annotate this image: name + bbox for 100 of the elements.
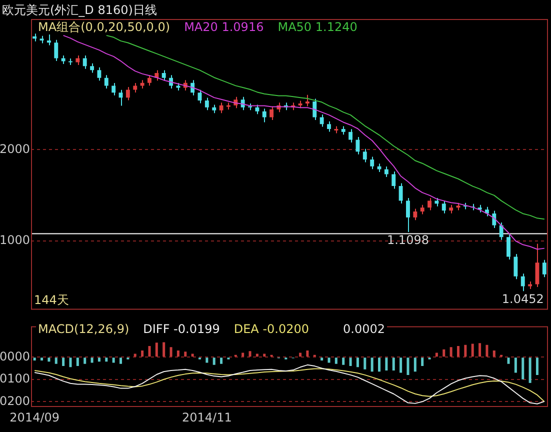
candlestick [204, 97, 209, 111]
candlestick [542, 259, 546, 278]
candlestick [392, 170, 396, 190]
bar [76, 358, 79, 366]
candlestick [348, 128, 353, 144]
y-tick-label: 0000 [0, 349, 30, 364]
bar [155, 342, 158, 357]
text: DEA -0.0200 [234, 322, 310, 336]
bar [471, 344, 474, 357]
bar [528, 358, 532, 383]
candlestick [514, 253, 518, 280]
bar [486, 344, 488, 357]
candlestick [82, 55, 87, 70]
bar [54, 358, 58, 364]
bar [176, 350, 180, 357]
y-tick-label: 1000 [0, 233, 30, 248]
bar [456, 346, 460, 357]
annotation: 0.0002 [343, 322, 386, 336]
candlestick [262, 108, 266, 123]
candlestick [413, 208, 418, 221]
chart-title: 欧元美元(外汇_D 8160)日线 [2, 2, 157, 19]
bar [492, 350, 496, 357]
bar [385, 358, 388, 370]
bar [435, 352, 438, 357]
bar [421, 358, 424, 366]
bar [98, 358, 100, 362]
bar [514, 358, 517, 373]
candlestick [90, 62, 94, 74]
bar [141, 350, 144, 357]
annotation: 144天 [34, 292, 69, 307]
candlestick [406, 197, 410, 233]
candlestick [312, 98, 317, 120]
text: DIFF -0.0199 [143, 322, 220, 336]
bar [450, 347, 452, 357]
y-tick-label: 2000 [0, 142, 30, 156]
candlestick [54, 39, 58, 62]
candlestick [520, 273, 525, 292]
candlestick [305, 94, 310, 107]
y-tick-label: 0100 [0, 372, 30, 386]
legend-title: MACD(12,26,9) [38, 322, 130, 336]
candlestick [219, 102, 224, 114]
bar [349, 358, 352, 366]
bar [248, 351, 252, 357]
legend-title: MA组合(0,0,20,50,0,0) [38, 20, 170, 34]
candlestick [169, 74, 173, 90]
bar [464, 344, 467, 357]
text: MA50 1.1240 [278, 20, 358, 34]
candlestick [270, 106, 274, 120]
bar [84, 358, 86, 364]
annotation: 1.1098 [386, 233, 429, 248]
bar [306, 350, 309, 357]
x-tick-label: 2014/09 [10, 410, 60, 424]
candlestick [370, 156, 374, 170]
y-tick-label: 0200 [0, 394, 30, 408]
bar [370, 358, 374, 372]
bar [442, 349, 446, 357]
candlestick [240, 96, 245, 111]
candlestick [320, 114, 324, 128]
bar [400, 358, 402, 373]
bar [378, 358, 381, 372]
x-tick-label: 2014/11 [182, 410, 232, 424]
bar [170, 347, 172, 357]
candlestick [398, 182, 403, 204]
bar [414, 358, 416, 372]
candlestick [442, 200, 446, 214]
candlestick [356, 136, 360, 155]
bar [40, 358, 44, 360]
candlestick [118, 89, 123, 106]
candlestick [76, 55, 80, 66]
candlestick [198, 89, 202, 104]
bar [522, 358, 524, 380]
bar [320, 358, 324, 360]
bar [212, 358, 216, 365]
bar [299, 352, 302, 357]
bar [328, 358, 330, 363]
bar [406, 358, 410, 375]
candlestick [162, 70, 166, 82]
bar [242, 352, 244, 357]
bar [536, 358, 538, 375]
bar [392, 358, 395, 370]
bar [62, 358, 65, 366]
bar [148, 346, 151, 357]
bar [105, 358, 108, 362]
candlestick [112, 82, 116, 96]
bar [334, 358, 338, 364]
bar [69, 358, 72, 368]
candlestick [327, 120, 331, 132]
bar [342, 358, 345, 365]
bar [120, 358, 122, 364]
annotation: 1.0452 [502, 292, 544, 306]
candlestick [46, 34, 51, 46]
candlestick [97, 66, 102, 82]
candlestick [499, 222, 504, 240]
bar [206, 358, 208, 363]
candlestick [384, 166, 388, 178]
bar [48, 358, 50, 362]
candlestick [148, 74, 152, 86]
text: MA20 1.0916 [184, 20, 264, 34]
bar [356, 358, 359, 368]
candlestick [492, 210, 496, 229]
